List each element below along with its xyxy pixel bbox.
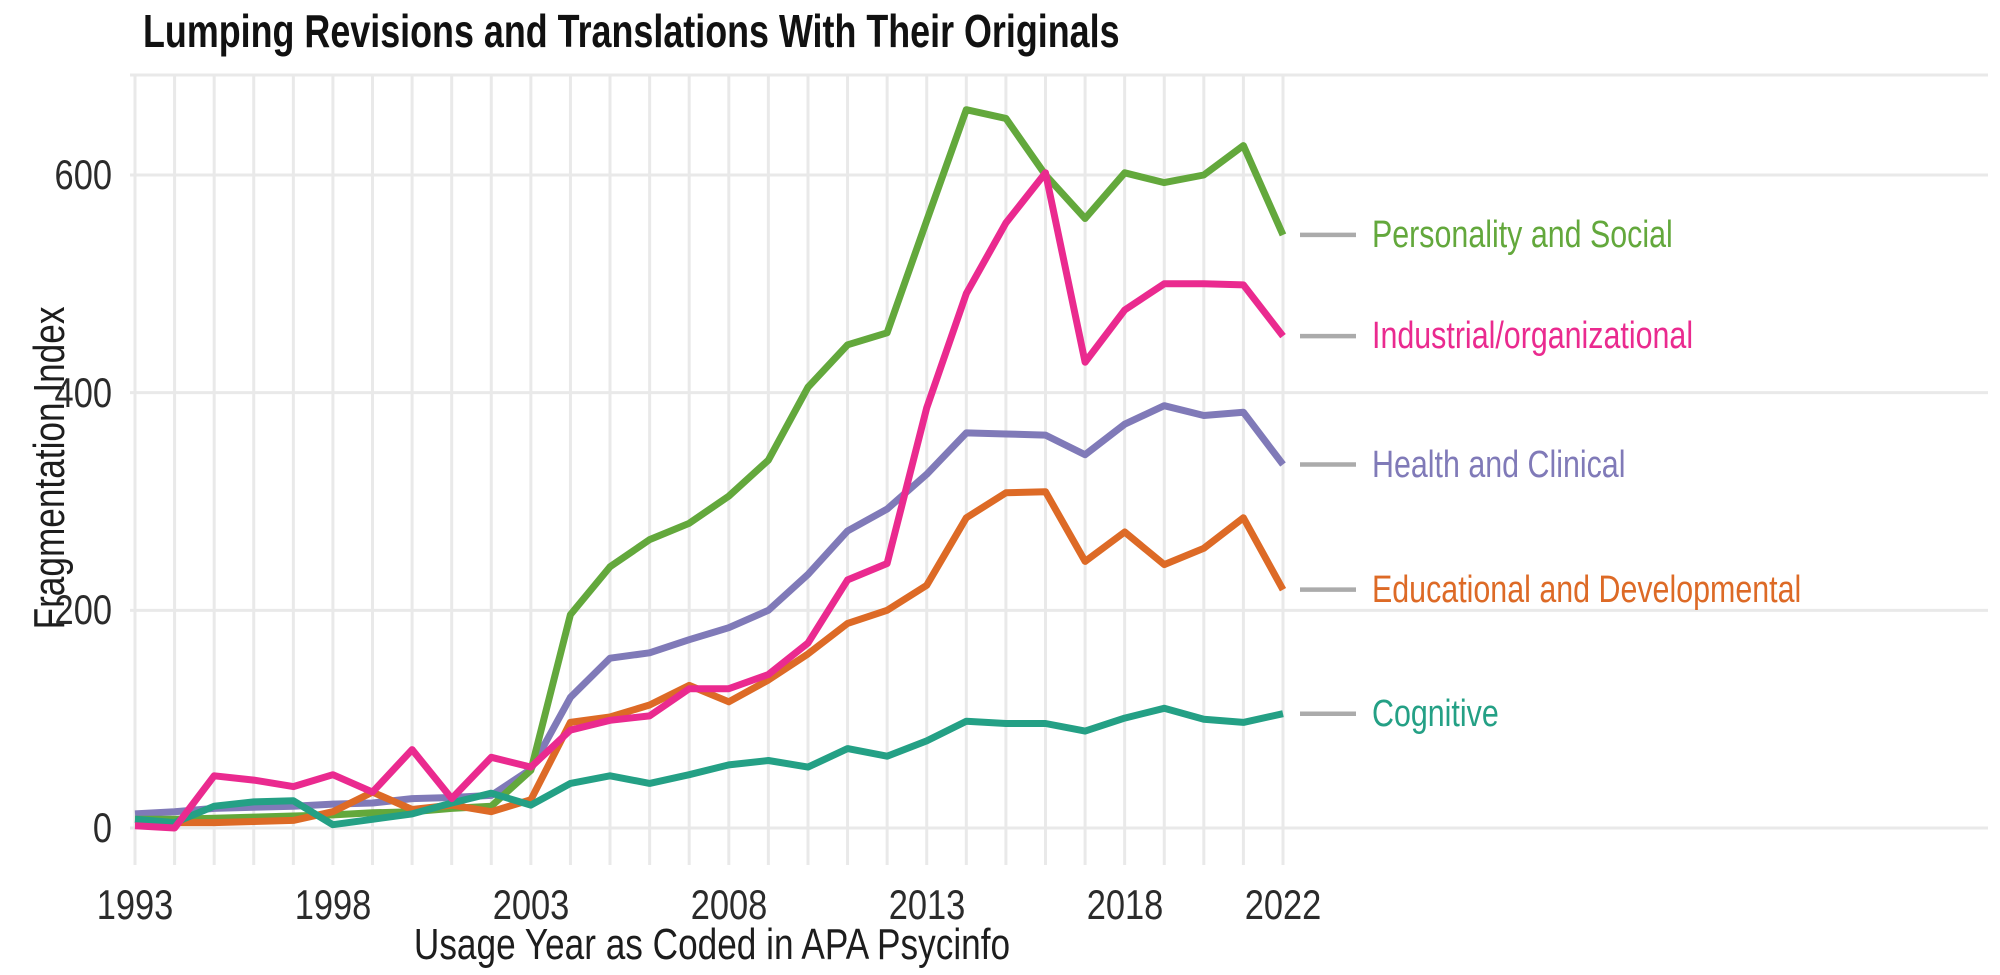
- legend-label-health-and-clinical: Health and Clinical: [1372, 443, 1626, 486]
- y-tick-label: 200: [54, 586, 112, 634]
- legend-label-cognitive: Cognitive: [1372, 692, 1499, 735]
- series-line-industrial-organizational: [134, 169, 1286, 832]
- series-line-cognitive: [134, 704, 1284, 829]
- x-tick-label: 1998: [294, 881, 372, 928]
- x-tick-label: 1993: [96, 881, 174, 928]
- legend-label-personality-and-social: Personality and Social: [1372, 213, 1673, 256]
- chart-title: Lumping Revisions and Translations With …: [143, 5, 1120, 57]
- x-axis-title: Usage Year as Coded in APA Psycinfo: [413, 920, 1011, 969]
- series-line-educational-and-developmental: [135, 488, 1287, 827]
- legend-label-educational-and-developmental: Educational and Developmental: [1372, 568, 1802, 611]
- y-tick-label: 0: [92, 804, 112, 851]
- series-line-personality-and-social: [135, 106, 1287, 823]
- legend-label-industrial-organizational: Industrial/organizational: [1372, 315, 1694, 358]
- y-tick-label: 400: [54, 368, 112, 416]
- series-line-health-and-clinical: [134, 402, 1286, 818]
- x-tick-label: 2003: [492, 881, 570, 928]
- x-tick-label: 2022: [1244, 881, 1322, 928]
- x-tick-label: 2013: [888, 881, 965, 928]
- y-tick-label: 600: [54, 151, 112, 198]
- x-tick-label: 2018: [1086, 881, 1163, 928]
- y-axis-title: Fragmentation Index: [25, 306, 74, 630]
- x-tick-label: 2008: [690, 881, 768, 928]
